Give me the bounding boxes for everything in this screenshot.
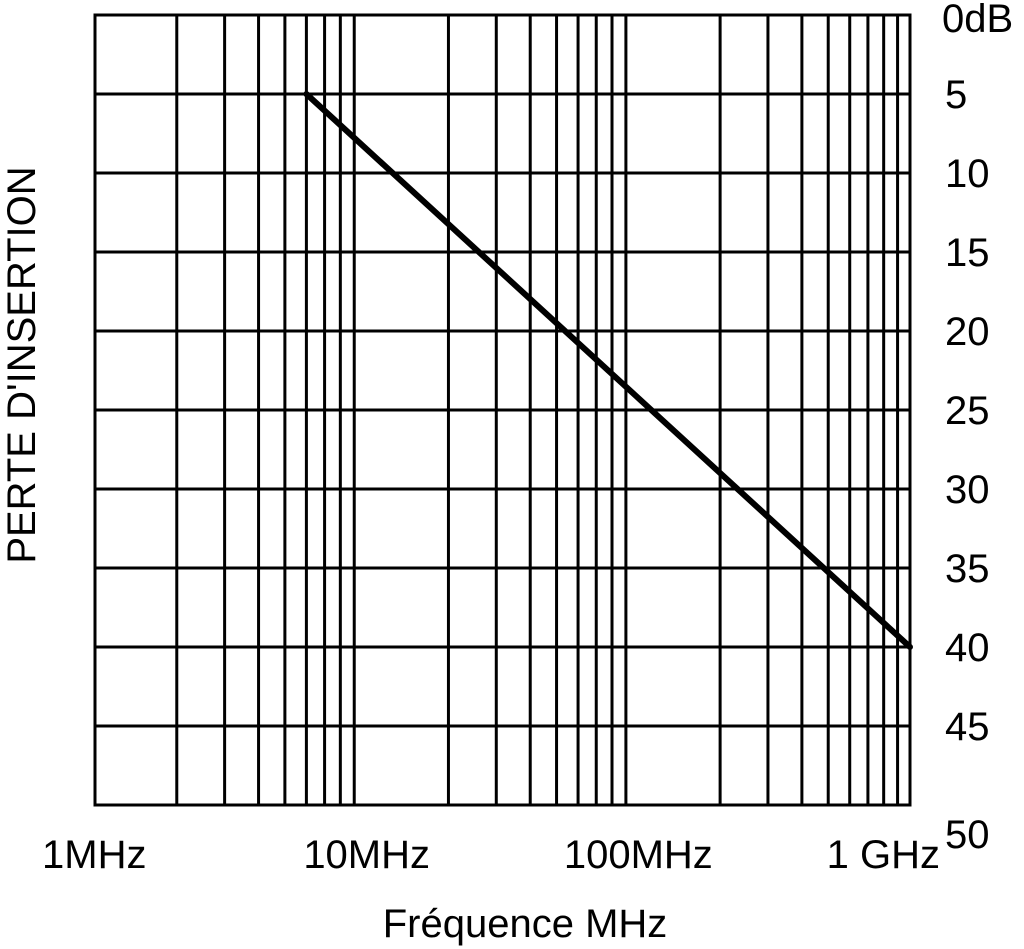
y-tick-label: 25 bbox=[945, 389, 990, 433]
x-tick-labels: 1MHz 10MHz 100MHz 1 GHz bbox=[42, 833, 940, 877]
y-tick-label: 15 bbox=[945, 231, 990, 275]
plot-frame bbox=[93, 13, 912, 807]
y-tick-label: 5 bbox=[945, 73, 967, 117]
x-tick-label: 100MHz bbox=[564, 833, 713, 877]
y-tick-labels: 0dB 5 10 15 20 25 30 35 40 45 50 bbox=[942, 0, 1013, 857]
x-axis-title: Fréquence MHz bbox=[383, 902, 668, 946]
horizontal-grid bbox=[95, 92, 910, 728]
y-tick-label: 30 bbox=[945, 468, 990, 512]
x-tick-label: 1MHz bbox=[42, 833, 146, 877]
series-layer bbox=[303, 91, 913, 650]
x-tick-label: 1 GHz bbox=[827, 833, 940, 877]
y-tick-label: 50 bbox=[945, 813, 990, 857]
x-tick-label: 10MHz bbox=[303, 833, 430, 877]
y-axis-title: PERTE D'INSERTION bbox=[0, 166, 44, 563]
y-tick-label: 40 bbox=[945, 626, 990, 670]
y-tick-label: 45 bbox=[945, 705, 990, 749]
y-tick-label: 20 bbox=[945, 310, 990, 354]
y-tick-label: 35 bbox=[945, 547, 990, 591]
series-line bbox=[303, 91, 913, 650]
y-tick-label: 10 bbox=[945, 152, 990, 196]
y-tick-label: 0dB bbox=[942, 0, 1013, 41]
